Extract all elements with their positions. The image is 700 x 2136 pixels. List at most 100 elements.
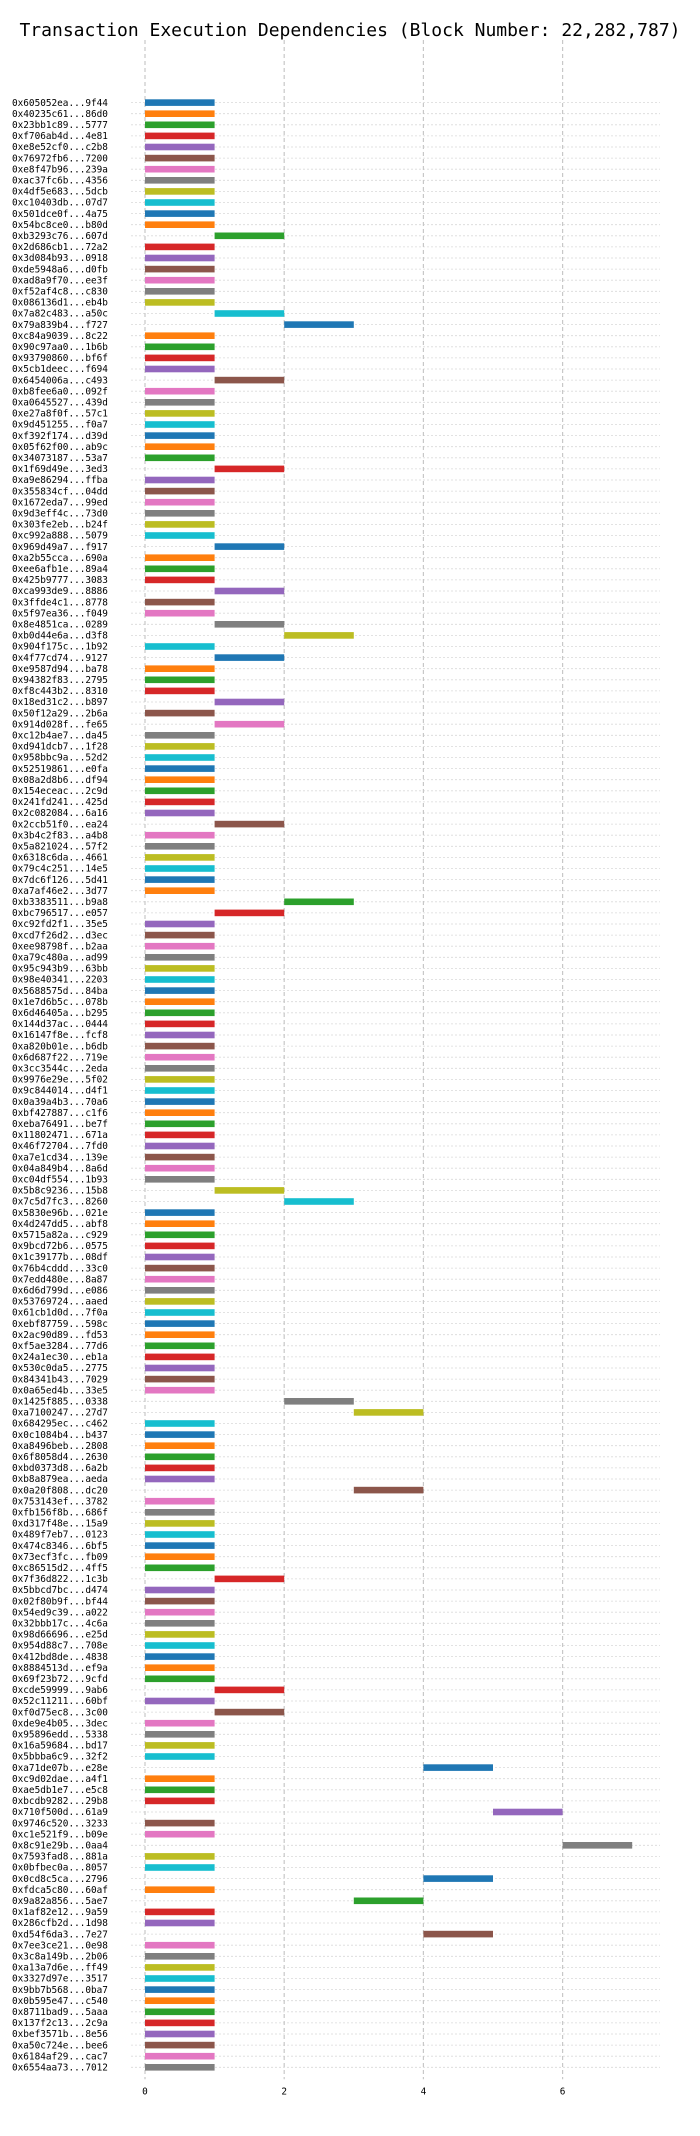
y-tick-label: 0x7593fad8...881a [12, 1852, 108, 1863]
transaction-bar [145, 510, 215, 517]
y-tick-label: 0xc84a9039...8c22 [12, 331, 108, 342]
transaction-bar [145, 1331, 215, 1338]
transaction-bar [145, 221, 215, 228]
transaction-bar [145, 2019, 215, 2027]
y-tick-label: 0xa2b55cca...690a [12, 553, 108, 564]
transaction-bar [145, 1697, 215, 1705]
transaction-bar [145, 1675, 215, 1683]
transaction-bar [145, 1531, 215, 1538]
y-tick-label: 0xa0645527...439d [12, 398, 108, 409]
transaction-bar [145, 1620, 215, 1627]
transaction-bar [284, 1198, 354, 1205]
y-tick-label: 0x914d028f...fe65 [12, 719, 108, 730]
y-tick-label: 0x489f7eb7...0123 [12, 1530, 108, 1541]
transaction-bar [145, 1231, 215, 1239]
y-tick-label: 0x32bbb17c...4c6a [12, 1619, 108, 1630]
transaction-bar [493, 1808, 563, 1816]
transaction-bar [145, 1309, 215, 1316]
y-tick-label: 0xbd0373d8...6a2b [12, 1463, 108, 1474]
transaction-bar [145, 387, 215, 395]
transaction-bar [145, 776, 215, 783]
transaction-bar [423, 1875, 493, 1882]
transaction-bar [145, 1087, 215, 1094]
transaction-bar [145, 1264, 215, 1272]
transaction-bar [145, 1431, 215, 1438]
y-tick-label: 0x8884513d...ef9a [12, 1663, 108, 1674]
transaction-bar [145, 976, 215, 983]
transaction-bar [353, 1409, 424, 1416]
transaction-bar [145, 1853, 215, 1860]
y-tick-label: 0xc12b4ae7...da45 [12, 731, 108, 742]
y-tick-label: 0x144d37ac...0444 [12, 1019, 108, 1030]
transaction-bar [145, 1597, 215, 1605]
transaction-bar [145, 687, 215, 695]
transaction-bar [145, 1475, 215, 1483]
y-tick-label: 0xf52af4c8...c830 [12, 287, 108, 298]
transaction-bar [145, 177, 215, 184]
y-tick-label: 0x9d3eff4c...73d0 [12, 509, 108, 520]
y-tick-label: 0xf5ae3284...77d6 [12, 1341, 108, 1352]
transaction-bar [145, 765, 215, 772]
transaction-bar [145, 154, 215, 162]
y-tick-label: 0xbf427887...c1f6 [12, 1108, 108, 1119]
y-tick-label: 0x3b4c2f83...a4b8 [12, 830, 108, 841]
y-tick-label: 0xee98798f...b2aa [12, 941, 108, 952]
y-tick-label: 0x1e7d6b5c...078b [12, 997, 108, 1008]
y-tick-label: 0xc10403db...07d7 [12, 198, 108, 209]
y-tick-label: 0x2ac90d89...fd53 [12, 1330, 108, 1341]
y-tick-label: 0xa7e1cd34...139e [12, 1152, 108, 1163]
x-tick-label: 6 [560, 2086, 566, 2097]
transaction-bar [145, 965, 215, 972]
transaction-bar [145, 343, 215, 351]
transaction-bar [145, 1098, 215, 1105]
y-tick-label: 0x954d88c7...708e [12, 1641, 108, 1652]
y-tick-label: 0x5715a82a...c929 [12, 1230, 108, 1241]
transaction-bar [145, 1997, 215, 2004]
y-tick-label: 0xd54f6da3...7e27 [12, 1929, 108, 1940]
transaction-bar [145, 299, 215, 306]
y-tick-label: 0xd941dcb7...1f28 [12, 742, 108, 753]
transaction-bar [145, 1364, 215, 1372]
transaction-bar [145, 1553, 215, 1560]
y-tick-label: 0x086136d1...eb4b [12, 298, 108, 309]
y-tick-label: 0x355834cf...04dd [12, 486, 108, 497]
transaction-bar [145, 199, 215, 206]
y-tick-label: 0x95c943b9...63bb [12, 964, 108, 975]
transaction-bar [145, 1919, 215, 1927]
transaction-bar [145, 887, 215, 894]
transaction-bar [145, 1664, 215, 1671]
y-tick-label: 0x286cfb2d...1d98 [12, 1918, 108, 1929]
y-tick-label: 0xe8e52cf0...c2b8 [12, 142, 108, 153]
y-tick-label: 0xa50c724e...bee6 [12, 2040, 108, 2051]
transaction-bar [145, 754, 215, 761]
y-tick-label: 0xbcdb9282...29b8 [12, 1796, 108, 1807]
y-tick-label: 0x05f62f00...ab9c [12, 442, 108, 453]
transaction-bar [145, 1509, 215, 1516]
y-tick-label: 0xbc796517...e057 [12, 908, 108, 919]
y-tick-label: 0xeba76491...be7f [12, 1119, 108, 1130]
transaction-bar [145, 1209, 215, 1216]
transaction-bar [423, 1764, 493, 1771]
y-tick-label: 0x5688575d...84ba [12, 986, 108, 997]
transaction-bar [145, 1375, 215, 1383]
y-tick-label: 0x79a839b4...f727 [12, 320, 108, 331]
y-tick-label: 0x501dce0f...4a75 [12, 209, 108, 220]
transaction-bar [284, 1398, 354, 1405]
transaction-bar [145, 1975, 215, 1982]
y-tick-label: 0xa7af46e2...3d77 [12, 886, 108, 897]
transaction-bar [145, 831, 215, 839]
y-tick-label: 0x0cd8c5ca...2796 [12, 1874, 108, 1885]
transaction-bar [145, 1775, 215, 1782]
y-tick-label: 0x84341b43...7029 [12, 1374, 108, 1385]
transaction-bar [214, 310, 285, 317]
transaction-bar [214, 587, 285, 595]
y-tick-label: 0x76972fb6...7200 [12, 153, 108, 164]
transaction-bar [145, 476, 215, 484]
y-tick-label: 0x98e40341...2203 [12, 975, 108, 986]
transaction-bar [145, 1753, 215, 1760]
transaction-bar [145, 110, 215, 117]
transaction-bar [145, 332, 215, 339]
y-tick-label: 0x50f12a29...2b6a [12, 708, 108, 719]
y-tick-label: 0x5f97ea36...f049 [12, 608, 108, 619]
